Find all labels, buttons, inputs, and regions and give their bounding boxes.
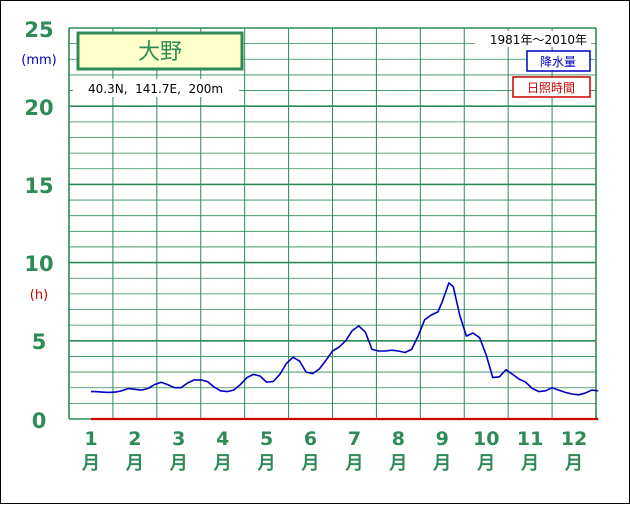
month-label-7: 7 — [348, 428, 361, 450]
y-tick-20: 20 — [24, 96, 53, 120]
coords-bg — [73, 79, 239, 97]
y-unit-precip: (mm) — [21, 53, 56, 68]
legend-precip-box — [526, 50, 591, 72]
y-unit-sun: (h) — [30, 288, 48, 303]
month-label-5: 5 — [260, 428, 273, 450]
month-label-3: 3 — [172, 428, 185, 450]
month-suffix-2: 月 — [125, 453, 144, 474]
legend-sun-box — [512, 76, 591, 98]
month-label-12: 12 — [561, 428, 587, 450]
month-suffix-1: 月 — [81, 453, 100, 474]
month-label-8: 8 — [392, 428, 405, 450]
series-line-0 — [91, 282, 599, 396]
month-suffix-5: 月 — [257, 453, 276, 474]
station-box — [76, 31, 244, 71]
station-name: 大野 — [138, 40, 182, 65]
month-suffix-11: 月 — [520, 453, 539, 474]
y-tick-15: 15 — [24, 174, 53, 198]
month-label-9: 9 — [436, 428, 449, 450]
y-tick-25: 25 — [24, 18, 53, 42]
y-tick-0: 0 — [32, 409, 47, 433]
month-suffix-3: 月 — [169, 453, 188, 474]
period-label: 1981年〜2010年 — [490, 33, 587, 47]
month-label-4: 4 — [216, 428, 229, 450]
month-label-6: 6 — [304, 428, 317, 450]
series-layer — [91, 282, 599, 421]
month-suffix-9: 月 — [432, 453, 451, 474]
month-suffix-8: 月 — [388, 453, 407, 474]
month-suffix-7: 月 — [344, 453, 363, 474]
month-label-1: 1 — [84, 428, 97, 450]
legend-precip-label: 降水量 — [540, 55, 576, 69]
y-tick-10: 10 — [24, 252, 53, 276]
grid — [68, 27, 597, 420]
station-coords: 40.3N, 141.7E, 200m — [88, 82, 223, 96]
y-tick-5: 5 — [32, 330, 47, 354]
x-axis-months: 1 月 2 月 3 月 4 月 5 月 6 月 7 月 8 月 9 月 10 月 11 月 12 月 — [81, 428, 587, 474]
month-label-10: 10 — [473, 428, 499, 450]
month-suffix-6: 月 — [301, 453, 320, 474]
legend-sun-label: 日照時間 — [527, 81, 575, 95]
month-suffix-10: 月 — [476, 453, 495, 474]
month-label-2: 2 — [128, 428, 141, 450]
period-bg — [475, 31, 591, 47]
month-suffix-12: 月 — [564, 453, 583, 474]
month-suffix-4: 月 — [213, 453, 232, 474]
month-label-11: 11 — [517, 428, 543, 450]
